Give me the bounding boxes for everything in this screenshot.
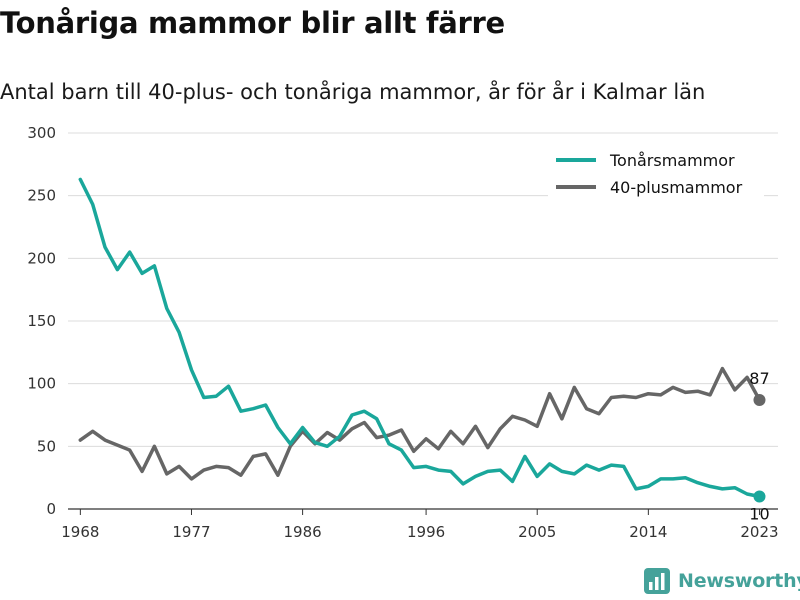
series-line-tonarsmammor [78, 177, 762, 499]
chart-subtitle: Antal barn till 40-plus- och tonåriga ma… [0, 80, 706, 104]
series-line-40-plusmammor [78, 366, 762, 481]
legend-box [548, 143, 764, 203]
series-end-marker [753, 393, 766, 406]
x-tick-label: 1996 [407, 523, 445, 541]
legend-label: Tonårsmammor [609, 151, 735, 170]
y-tick-label: 250 [27, 187, 56, 205]
series-end-marker [753, 490, 766, 503]
x-tick-label: 2005 [518, 523, 556, 541]
x-tick-label: 1986 [284, 523, 322, 541]
chart-title: Tonåriga mammor blir allt färre [0, 6, 505, 40]
x-tick-label: 1968 [61, 523, 99, 541]
y-tick-label: 50 [37, 437, 56, 455]
x-tick-label: 2023 [740, 523, 778, 541]
y-tick-label: 0 [46, 500, 56, 518]
legend-label: 40-plusmammor [610, 178, 743, 197]
data-label: 10 [749, 504, 769, 523]
brand: Newsworthy [644, 568, 800, 594]
x-tick-label: 1977 [172, 523, 210, 541]
y-tick-label: 300 [27, 124, 56, 142]
y-tick-label: 200 [27, 249, 56, 267]
brand-name: Newsworthy [678, 570, 800, 592]
y-tick-label: 150 [27, 312, 56, 330]
data-label: 87 [749, 369, 769, 388]
y-tick-label: 100 [27, 375, 56, 393]
newsworthy-logo-icon [644, 568, 670, 594]
x-tick-label: 2014 [629, 523, 667, 541]
